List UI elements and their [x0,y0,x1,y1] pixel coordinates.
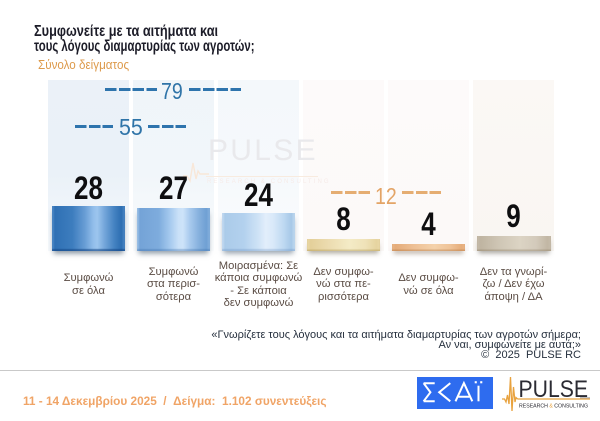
svg-text:PULSE: PULSE [519,376,589,403]
svg-text:RESEARCH & CONSULTING: RESEARCH & CONSULTING [519,403,588,409]
